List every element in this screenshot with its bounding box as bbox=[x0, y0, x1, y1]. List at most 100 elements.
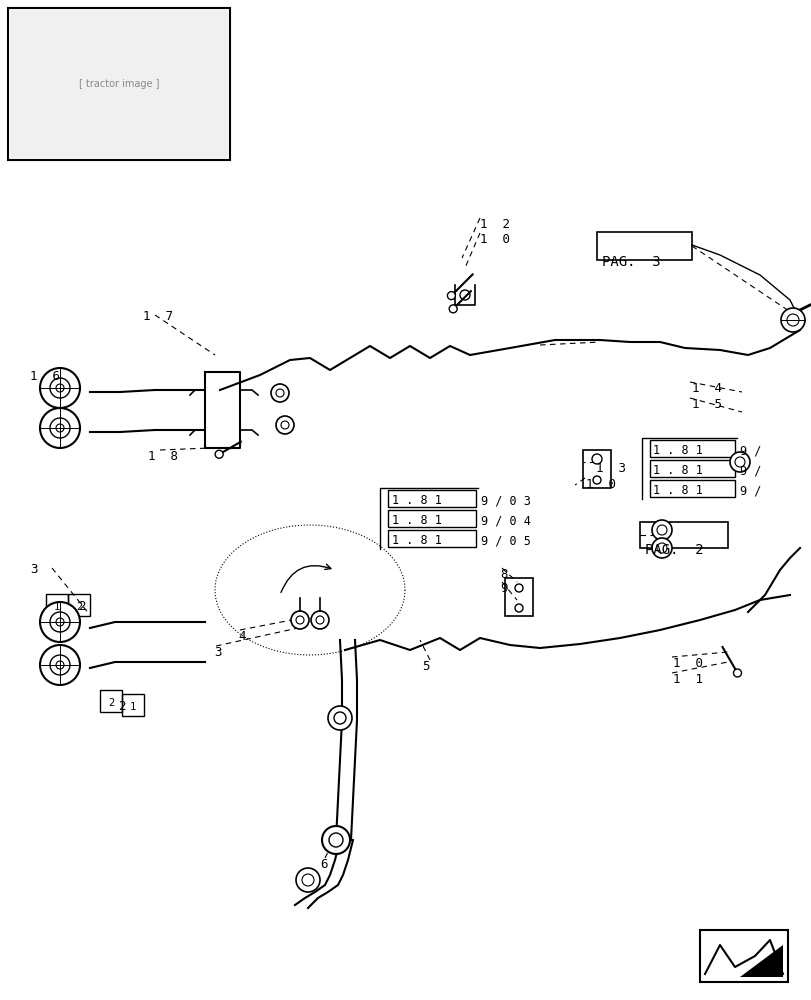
Circle shape bbox=[276, 416, 294, 434]
Circle shape bbox=[56, 618, 64, 626]
Text: 9 / 0 4: 9 / 0 4 bbox=[480, 514, 530, 527]
Bar bbox=[649, 460, 734, 477]
Text: 1  1: 1 1 bbox=[672, 673, 702, 686]
Text: 1 . 8 1: 1 . 8 1 bbox=[652, 484, 702, 497]
Circle shape bbox=[40, 408, 80, 448]
Circle shape bbox=[281, 421, 289, 429]
Circle shape bbox=[592, 476, 600, 484]
Bar bbox=[46, 594, 68, 616]
Circle shape bbox=[447, 292, 455, 300]
Text: 3: 3 bbox=[30, 563, 37, 576]
Bar bbox=[649, 440, 734, 457]
Circle shape bbox=[448, 305, 457, 313]
Circle shape bbox=[271, 384, 289, 402]
Circle shape bbox=[56, 424, 64, 432]
Text: 9 / 0 3: 9 / 0 3 bbox=[480, 494, 530, 507]
Text: 1  6: 1 6 bbox=[30, 370, 60, 383]
Circle shape bbox=[50, 612, 70, 632]
Circle shape bbox=[734, 457, 744, 467]
Bar bbox=[699, 930, 787, 982]
Text: 3: 3 bbox=[214, 646, 221, 659]
Bar bbox=[582, 450, 610, 488]
Circle shape bbox=[732, 669, 740, 677]
Text: 1 . 8 1: 1 . 8 1 bbox=[652, 444, 702, 457]
Bar bbox=[8, 8, 230, 160]
Text: PAG.  3: PAG. 3 bbox=[601, 255, 660, 269]
Text: 1 . 8 1: 1 . 8 1 bbox=[392, 534, 441, 547]
Circle shape bbox=[780, 308, 804, 332]
Circle shape bbox=[651, 520, 672, 540]
Circle shape bbox=[729, 452, 749, 472]
Bar bbox=[10, 10, 228, 158]
Text: 1  0: 1 0 bbox=[479, 233, 509, 246]
Circle shape bbox=[40, 602, 80, 642]
Circle shape bbox=[276, 389, 284, 397]
Circle shape bbox=[656, 543, 666, 553]
Text: 1  3: 1 3 bbox=[595, 462, 625, 475]
Circle shape bbox=[215, 450, 223, 458]
Circle shape bbox=[651, 538, 672, 558]
Bar bbox=[596, 232, 691, 260]
Bar bbox=[388, 510, 475, 527]
Circle shape bbox=[296, 616, 303, 624]
Text: [ tractor image ]: [ tractor image ] bbox=[79, 79, 159, 89]
Bar bbox=[649, 480, 734, 497]
Text: 1 . 8 1: 1 . 8 1 bbox=[392, 494, 441, 507]
Bar bbox=[639, 522, 727, 548]
Text: 2: 2 bbox=[78, 600, 85, 613]
Circle shape bbox=[50, 418, 70, 438]
Bar bbox=[68, 594, 90, 616]
Bar bbox=[122, 694, 144, 716]
Circle shape bbox=[786, 314, 798, 326]
Text: 1: 1 bbox=[130, 702, 136, 712]
Circle shape bbox=[296, 868, 320, 892]
Text: 5: 5 bbox=[422, 660, 429, 673]
Text: 9 /: 9 / bbox=[739, 464, 761, 477]
Circle shape bbox=[290, 611, 309, 629]
Circle shape bbox=[40, 368, 80, 408]
Text: 1 . 8 1: 1 . 8 1 bbox=[652, 464, 702, 477]
Text: 2: 2 bbox=[118, 700, 126, 713]
Text: 1  0: 1 0 bbox=[586, 478, 616, 491]
Text: 9 /: 9 / bbox=[739, 444, 761, 457]
Text: 1 . 8 1: 1 . 8 1 bbox=[392, 514, 441, 527]
Circle shape bbox=[50, 378, 70, 398]
Circle shape bbox=[56, 661, 64, 669]
Text: 1  8: 1 8 bbox=[148, 450, 178, 463]
Text: 9 /: 9 / bbox=[739, 484, 761, 497]
Circle shape bbox=[328, 706, 351, 730]
Circle shape bbox=[56, 384, 64, 392]
Text: 6: 6 bbox=[320, 858, 327, 871]
Text: 9 / 0 5: 9 / 0 5 bbox=[480, 534, 530, 547]
Circle shape bbox=[460, 290, 470, 300]
Text: PAG.  2: PAG. 2 bbox=[644, 543, 703, 557]
Circle shape bbox=[333, 712, 345, 724]
Text: 1  7: 1 7 bbox=[143, 310, 173, 323]
Text: 1  2: 1 2 bbox=[479, 218, 509, 231]
Circle shape bbox=[514, 604, 522, 612]
Text: 1  5: 1 5 bbox=[691, 398, 721, 411]
Circle shape bbox=[514, 584, 522, 592]
Text: 4: 4 bbox=[238, 630, 245, 643]
Polygon shape bbox=[739, 945, 782, 977]
Circle shape bbox=[328, 833, 342, 847]
Circle shape bbox=[591, 454, 601, 464]
Bar bbox=[388, 530, 475, 547]
Text: 9: 9 bbox=[500, 582, 507, 595]
Bar bbox=[388, 490, 475, 507]
Text: 2: 2 bbox=[108, 698, 114, 708]
Circle shape bbox=[315, 616, 324, 624]
Text: 1  0: 1 0 bbox=[672, 657, 702, 670]
Bar bbox=[100, 690, 122, 712]
Bar bbox=[504, 578, 532, 616]
Text: 8: 8 bbox=[500, 568, 507, 581]
Text: 1  4: 1 4 bbox=[691, 382, 721, 395]
Circle shape bbox=[302, 874, 314, 886]
Circle shape bbox=[656, 525, 666, 535]
Text: 1: 1 bbox=[54, 602, 60, 612]
Circle shape bbox=[311, 611, 328, 629]
Circle shape bbox=[322, 826, 350, 854]
Circle shape bbox=[40, 645, 80, 685]
Circle shape bbox=[50, 655, 70, 675]
Text: 2: 2 bbox=[75, 602, 82, 612]
